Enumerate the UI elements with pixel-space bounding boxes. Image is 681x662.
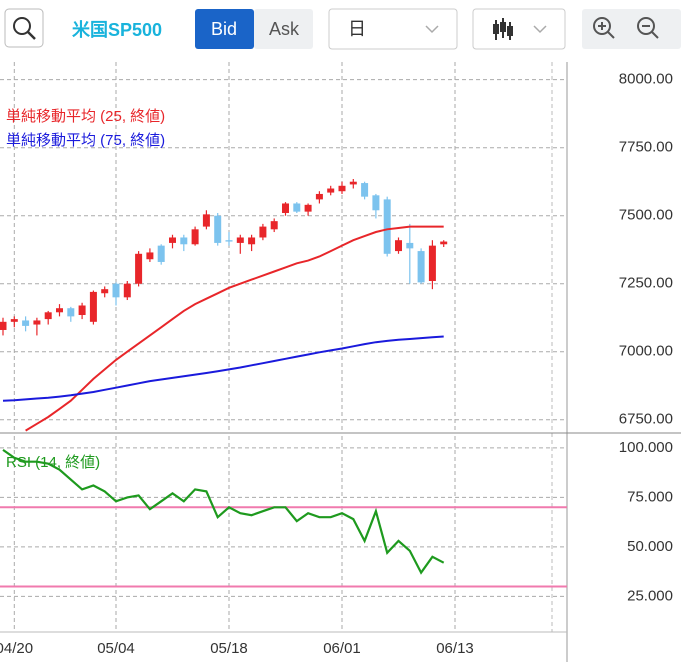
candle-body <box>78 305 86 316</box>
x-tick-label: 06/01 <box>323 640 361 657</box>
candle-body <box>383 199 391 254</box>
candle-icon <box>493 22 513 36</box>
dropdown-arrow <box>533 25 547 34</box>
y-tick-label: 25.000 <box>627 587 673 604</box>
candle-body <box>157 245 165 262</box>
candle-body <box>191 229 199 245</box>
candle-body <box>169 237 176 243</box>
candle-body <box>0 321 7 330</box>
candle-body <box>406 242 414 249</box>
candle-body <box>440 241 448 245</box>
candle-body <box>202 214 210 227</box>
y-tick-label: 8000.00 <box>619 71 673 88</box>
series-line <box>25 225 444 432</box>
candle-body <box>248 237 256 245</box>
candle-body <box>428 245 436 282</box>
y-tick-label: 6750.00 <box>619 411 673 428</box>
candle-body <box>327 188 335 193</box>
ask-button[interactable] <box>254 9 313 49</box>
candle-body <box>293 203 301 212</box>
candle-body <box>33 320 41 325</box>
candle-body <box>22 320 30 326</box>
candle-body <box>44 312 52 320</box>
legend-entry: 単純移動平均 (75, 終値) <box>6 132 165 149</box>
series-line <box>2 335 444 402</box>
zoom-buttons <box>582 9 681 49</box>
candle-body <box>89 291 97 322</box>
candle-body <box>112 283 120 298</box>
x-tick-label: 06/13 <box>436 640 474 657</box>
x-tick-label: 05/04 <box>97 640 135 657</box>
series-line <box>2 448 445 575</box>
candle-body <box>349 181 357 185</box>
search-icon <box>27 31 36 40</box>
dropdown-arrow <box>425 25 439 34</box>
candle-body <box>225 240 233 242</box>
zoom-in[interactable] <box>593 17 615 39</box>
candle-body <box>180 237 188 245</box>
y-tick-label: 50.000 <box>627 538 673 555</box>
bid-label: Bid <box>211 19 237 39</box>
candle-body <box>338 185 346 192</box>
y-tick-label: 7250.00 <box>619 275 673 292</box>
candle-body <box>270 221 278 230</box>
zoom-out[interactable] <box>637 17 659 39</box>
candle-body <box>417 251 425 283</box>
y-tick-label: 7500.00 <box>619 207 673 224</box>
x-tick-label: 04/20 <box>0 640 33 657</box>
candle-body <box>315 193 323 200</box>
candle-body <box>146 252 154 260</box>
symbol[interactable]: 米国SP500 <box>72 19 162 40</box>
candle-body <box>361 183 369 197</box>
toolbar: 米国SP500 Bid Ask 日 <box>4 8 681 50</box>
candle-body <box>56 308 63 313</box>
candle-body <box>10 319 18 322</box>
chart-type-dropdown[interactable] <box>472 8 566 50</box>
y-tick-label: 7000.00 <box>619 343 673 360</box>
candle-body <box>135 253 143 284</box>
candle-body <box>372 195 380 211</box>
search-button[interactable] <box>4 8 44 48</box>
candle-body <box>101 289 109 294</box>
legend-entry: RSI (14, 終値) <box>6 454 100 471</box>
period-label: 日 <box>348 19 366 39</box>
candle-body <box>282 203 289 213</box>
ask-label: Ask <box>269 19 300 39</box>
candle-body <box>214 215 222 243</box>
bid-button[interactable] <box>195 9 254 49</box>
y-tick-label: 7750.00 <box>619 139 673 156</box>
search-icon <box>13 17 31 35</box>
x-tick-label: 05/18 <box>210 640 248 657</box>
candle-body <box>395 240 402 252</box>
legend-entry: 単純移動平均 (25, 終値) <box>6 108 165 125</box>
candle-body <box>67 308 75 317</box>
y-tick-label: 100.000 <box>619 439 673 456</box>
candle-body <box>123 283 131 298</box>
candle-body <box>259 226 267 238</box>
plot-area: 6750.00 7000.00 7250.00 7500.00 7750.00 8000.… <box>0 62 673 657</box>
candle-body <box>304 204 312 212</box>
period-dropdown[interactable] <box>328 8 458 50</box>
y-tick-label: 75.000 <box>627 488 673 505</box>
candle-body <box>236 237 244 243</box>
